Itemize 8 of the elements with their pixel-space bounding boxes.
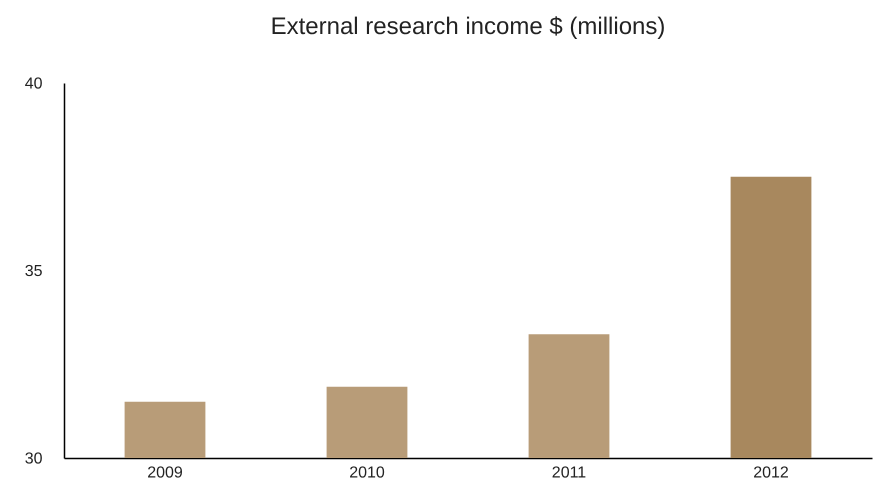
x-tick-label: 2010 [349, 464, 385, 482]
chart-title: External research income $ (millions) [270, 13, 666, 40]
x-tick-label: 2009 [147, 464, 183, 482]
x-tick-label: 2011 [552, 464, 586, 482]
y-tick-label: 35 [24, 263, 43, 280]
y-tick-label: 30 [24, 450, 43, 468]
y-tick-label: 40 [24, 76, 43, 92]
x-tick-label: 2012 [753, 464, 789, 482]
